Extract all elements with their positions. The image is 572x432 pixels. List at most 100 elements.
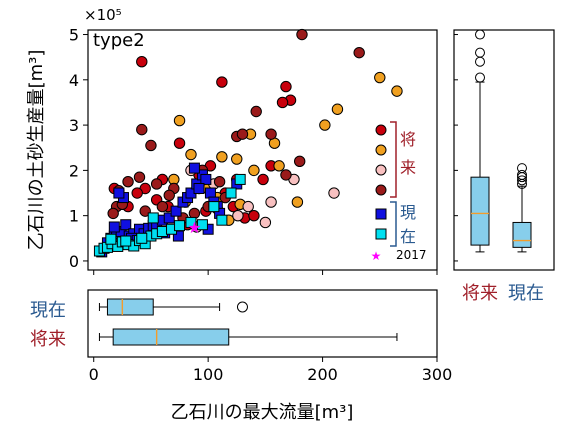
legend-present-char-2: 在: [400, 227, 416, 246]
scatter-point-future: [265, 128, 277, 140]
box-outlier: [517, 175, 527, 186]
bottom-category-future: 将来: [30, 329, 66, 350]
main-y-tick-label: 3: [69, 116, 79, 135]
scatter-point-present: [193, 182, 205, 194]
box-outlier: [475, 47, 485, 58]
scatter-point-present: [216, 214, 228, 226]
scatter-point-future: [107, 207, 119, 220]
main-y-tick-label: 2: [69, 161, 79, 180]
scatter-point-present: [120, 219, 132, 231]
scatter-point-present: [200, 173, 212, 185]
scatter-point-present: [188, 162, 200, 174]
x-ticks: 0 100 200 300: [89, 270, 453, 384]
legend-bracket-future: [390, 121, 397, 198]
bottom-box-0: [98, 298, 248, 316]
bottom-box-1: [98, 328, 398, 346]
scatter-point-future: [265, 196, 277, 208]
box-outlier: [475, 29, 485, 40]
scatter-point-future: [173, 114, 186, 127]
main-scatter-points: ★: [93, 28, 403, 258]
scatter-point-future: [216, 76, 228, 88]
scatter-point-future: [213, 175, 226, 188]
scatter-point-present: [196, 219, 208, 231]
x-tick-label: 0: [89, 365, 99, 384]
scatter-point-future: [353, 46, 365, 59]
scatter-point-present: [170, 205, 182, 217]
scatter-point-2017: ★: [187, 218, 201, 237]
right-box-1: [512, 163, 532, 253]
scatter-point-present: [208, 201, 220, 213]
legend-marker-present-2: [375, 228, 387, 240]
scatter-point-present: [156, 226, 168, 238]
bottom-category-present: 現在: [30, 300, 66, 321]
scatter-point-present: [105, 233, 117, 245]
scatter-point-future: [276, 96, 289, 109]
right-panel: 将来 現在: [453, 29, 555, 304]
box-body: [470, 176, 490, 246]
legend-marker-future-2: [375, 144, 387, 156]
scatter-point-future: [145, 139, 157, 152]
scatter-point-present: [204, 187, 216, 199]
scatter-point-future: [296, 28, 308, 41]
legend-marker-future-3: [375, 164, 387, 176]
scatter-point-present: [163, 212, 175, 224]
x-tick-label: 100: [193, 365, 224, 384]
main-y-tick-label: 1: [69, 207, 79, 226]
scatter-point-future: [150, 178, 163, 190]
x-tick-label: 200: [307, 365, 338, 384]
y-axis-label: 乙石川の土砂生産量[m³]: [26, 50, 47, 251]
scatter-point-future: [173, 137, 186, 149]
box-outlier: [236, 301, 248, 313]
scatter-point-future: [291, 196, 304, 208]
box-body: [512, 221, 532, 248]
box-outlier: [517, 163, 527, 174]
right-category-future: 将来: [462, 283, 498, 304]
scatter-point-future: [259, 216, 272, 229]
scatter-point-present: [113, 187, 125, 199]
scatter-point-future: [185, 148, 197, 161]
scatter-point-future: [280, 169, 292, 181]
right-box-0: [470, 29, 490, 253]
scatter-point-present: [136, 232, 148, 244]
scatter-point-future: [131, 187, 143, 199]
right-y-ticks: [454, 34, 458, 262]
legend: 将 来 将来 現 在 現在 ★ 2017: [371, 121, 427, 263]
scatter-point-present: [120, 235, 132, 247]
x-tick-label: 300: [422, 365, 453, 384]
scatter-point-future: [136, 123, 148, 136]
scatter-point-future: [248, 164, 260, 177]
legend-marker-2017: ★: [371, 249, 382, 263]
box-body: [106, 298, 154, 316]
scatter-point-future: [273, 160, 285, 172]
right-boxplots: [470, 29, 532, 253]
bottom-boxplots: [98, 298, 398, 346]
scatter-point-future: [248, 209, 260, 222]
scatter-point-present: [147, 212, 159, 224]
scatter-point-present: [185, 216, 197, 228]
scatter-point-present: [108, 221, 120, 233]
main-y-ticks: 0 1 2 3 4 5: [69, 26, 88, 271]
legend-bracket-present: [390, 201, 397, 247]
scatter-point-future: [122, 175, 134, 188]
scatter-point-present: [225, 187, 237, 199]
scatter-point-present: [174, 220, 186, 232]
legend-future-char-1: 将: [400, 130, 416, 149]
legend-marker-future-1: [375, 124, 387, 136]
bottom-panel: 0 100 200 300 現在 将来 乙石川の最大流量[m³]: [30, 270, 452, 423]
scatter-point-future: [328, 187, 340, 199]
x-axis-label: 乙石川の最大流量[m³]: [171, 402, 354, 423]
scatter-point-future: [231, 153, 243, 165]
scatter-point-future: [216, 151, 228, 163]
box-body: [112, 328, 230, 346]
legend-present-char-1: 現: [400, 203, 416, 222]
scatter-point-future: [232, 209, 244, 222]
scatter-point-future: [156, 200, 169, 213]
scatter-point-future: [133, 171, 146, 183]
scatter-point-present: [234, 173, 246, 185]
legend-future-char-2: 来: [400, 158, 416, 177]
right-category-present: 現在: [508, 283, 544, 304]
main-panel: ×10⁵ type2 0 1 2 3 4 5 ★ 乙石川の土砂生産量[m³]: [26, 6, 438, 271]
box-outlier: [517, 169, 527, 180]
panel-annotation: type2: [93, 30, 145, 51]
scatter-point-future: [136, 55, 148, 68]
